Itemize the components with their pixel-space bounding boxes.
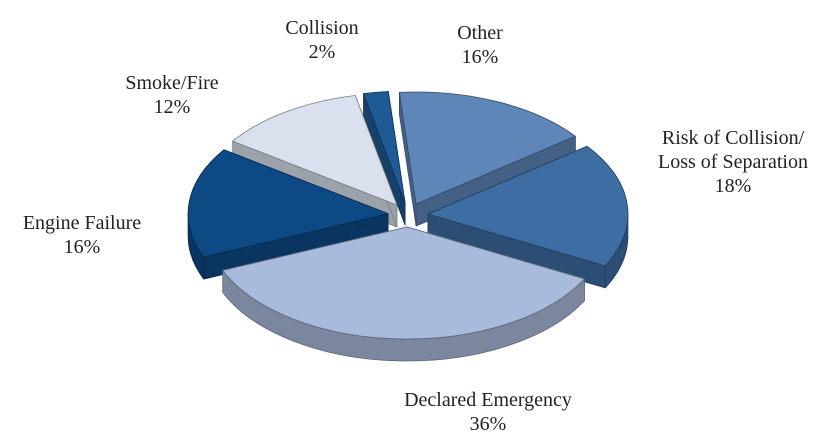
slice	[427, 145, 629, 289]
slice-label: Declared Emergency 36%	[404, 388, 572, 436]
slice	[187, 149, 389, 280]
category-label: Engine Failure	[22, 212, 142, 234]
category-label: Collision	[285, 17, 359, 39]
slice-label: Risk of Collision/ Loss of Separation 18%	[643, 126, 820, 198]
value-label: 18%	[714, 175, 752, 197]
slice	[363, 91, 406, 226]
slice-label: Collision 2%	[285, 16, 358, 64]
category-label: Other	[457, 22, 503, 44]
slice-top	[363, 91, 406, 204]
value-label: 16%	[63, 236, 101, 258]
slice-top	[427, 145, 629, 267]
value-label: 16%	[461, 46, 499, 68]
slice-top	[399, 91, 576, 205]
slice-top	[187, 149, 389, 258]
slice	[222, 226, 585, 362]
slice-label: Smoke/Fire 12%	[125, 71, 218, 119]
value-label: 36%	[469, 413, 507, 435]
slice-top	[222, 226, 585, 340]
value-label: 2%	[308, 41, 336, 63]
value-label: 12%	[153, 96, 191, 118]
slice-top	[232, 95, 398, 206]
category-label: Risk of Collision/ Loss of Separation	[658, 127, 808, 173]
category-label: Declared Emergency	[404, 389, 572, 411]
slice-label: Engine Failure 16%	[23, 211, 141, 259]
category-label: Smoke/Fire	[125, 72, 219, 94]
slice-label: Other 16%	[457, 21, 503, 69]
